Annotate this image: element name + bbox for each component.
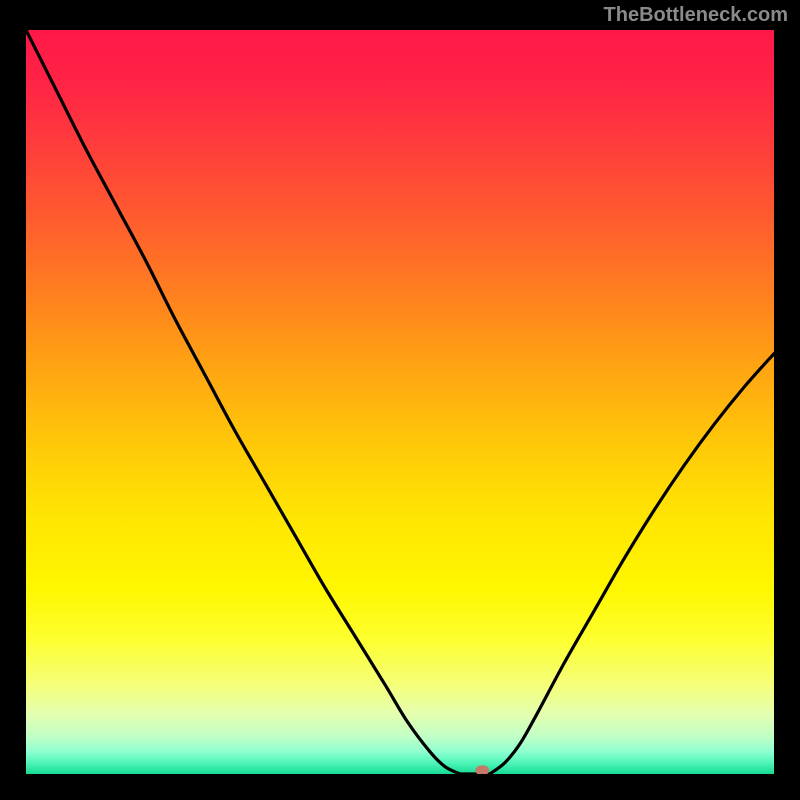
frame-bottom	[0, 774, 800, 800]
frame-left	[0, 0, 26, 800]
bottleneck-chart	[0, 0, 800, 800]
watermark-text: TheBottleneck.com	[604, 4, 788, 27]
frame-right	[774, 0, 800, 800]
optimal-point-marker	[475, 765, 489, 775]
plot-background	[26, 30, 774, 774]
